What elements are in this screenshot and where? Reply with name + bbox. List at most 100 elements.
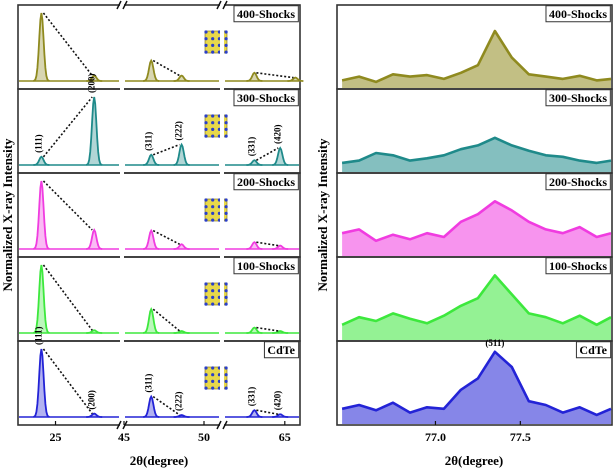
atom — [211, 50, 215, 54]
guide — [152, 395, 181, 416]
atom — [224, 198, 228, 202]
atom — [211, 218, 215, 222]
peak — [143, 306, 160, 334]
guide — [152, 229, 180, 245]
subplot-frame — [336, 340, 613, 426]
atom — [211, 289, 215, 293]
legend-box — [545, 89, 611, 107]
peak-label: (331) — [246, 387, 256, 407]
peak — [86, 228, 103, 250]
atom — [204, 205, 208, 209]
atom — [204, 37, 208, 41]
atom — [211, 282, 215, 286]
atom — [211, 37, 215, 41]
legend-box — [233, 5, 299, 23]
peak — [33, 180, 50, 250]
legend-label: 200-Shocks — [549, 175, 607, 189]
atom — [224, 121, 228, 125]
peak — [246, 241, 263, 250]
peak — [173, 414, 190, 418]
peak — [143, 228, 160, 250]
atom — [224, 114, 228, 118]
atom — [211, 302, 215, 306]
legend-label: CdTe — [267, 343, 295, 357]
atom — [204, 302, 208, 306]
atom — [204, 121, 208, 125]
peak-label: (420) — [272, 125, 282, 145]
area-fill — [342, 137, 611, 172]
atom — [224, 295, 228, 299]
peak — [272, 146, 289, 166]
peak — [173, 74, 190, 82]
peak — [246, 159, 263, 166]
peak-label: (331) — [246, 137, 256, 157]
legend-label: CdTe — [579, 343, 607, 357]
area-fill — [342, 275, 611, 340]
atom — [211, 386, 215, 390]
atom — [204, 366, 208, 370]
x-tick-label: 25 — [50, 430, 62, 444]
axis-break-gap — [220, 3, 224, 427]
guide — [256, 147, 279, 161]
peak — [143, 58, 160, 82]
peak — [86, 74, 103, 82]
guide — [256, 326, 279, 332]
area-fill — [342, 351, 611, 424]
axis-break — [122, 420, 128, 430]
x-tick-label: 45 — [118, 430, 130, 444]
guide — [152, 143, 180, 156]
peak-label: (200) — [86, 74, 96, 94]
legend-box — [545, 257, 611, 275]
subplot-frame — [17, 340, 301, 426]
atom — [211, 43, 215, 48]
atom — [224, 30, 228, 34]
atom — [211, 121, 215, 125]
guide — [42, 348, 93, 415]
atom — [211, 373, 215, 377]
atom — [211, 379, 215, 383]
peak — [246, 409, 263, 418]
guide — [42, 12, 93, 77]
x-tick-label: 65 — [279, 430, 291, 444]
peak — [287, 76, 304, 82]
legend-box — [233, 257, 299, 275]
atom — [204, 50, 208, 54]
axis-break — [222, 0, 228, 10]
peak — [143, 394, 160, 418]
atom — [224, 379, 228, 383]
peak — [173, 142, 190, 166]
peak — [272, 330, 289, 334]
peak — [143, 153, 160, 166]
axis-break — [116, 0, 122, 10]
peak — [33, 264, 50, 334]
x-axis-label: 2θ(degree) — [445, 453, 504, 468]
atom — [224, 373, 228, 377]
peak-label: (420) — [272, 391, 282, 411]
area-fill — [342, 201, 611, 256]
peak — [86, 329, 103, 334]
peak-label: (111) — [34, 134, 44, 153]
legend-label: 400-Shocks — [549, 7, 607, 21]
guide — [152, 308, 181, 332]
atom — [224, 43, 228, 48]
legend-box — [233, 173, 299, 191]
peak-label: (311) — [143, 374, 153, 393]
atom — [224, 205, 228, 209]
area-line — [341, 29, 612, 84]
legend-label: 300-Shocks — [549, 91, 607, 105]
legend-label: 400-Shocks — [237, 7, 295, 21]
peak — [33, 348, 50, 418]
axis-break — [122, 0, 128, 10]
atom — [211, 295, 215, 299]
atom — [204, 373, 208, 377]
x-axis-label: 2θ(degree) — [130, 453, 189, 468]
atom — [204, 289, 208, 293]
atom — [211, 127, 215, 131]
x-tick-label: 77.0 — [425, 430, 446, 444]
peak — [173, 330, 190, 334]
atom — [204, 379, 208, 383]
atom — [224, 386, 228, 390]
legend-label: 200-Shocks — [237, 175, 295, 189]
atom — [224, 289, 228, 293]
